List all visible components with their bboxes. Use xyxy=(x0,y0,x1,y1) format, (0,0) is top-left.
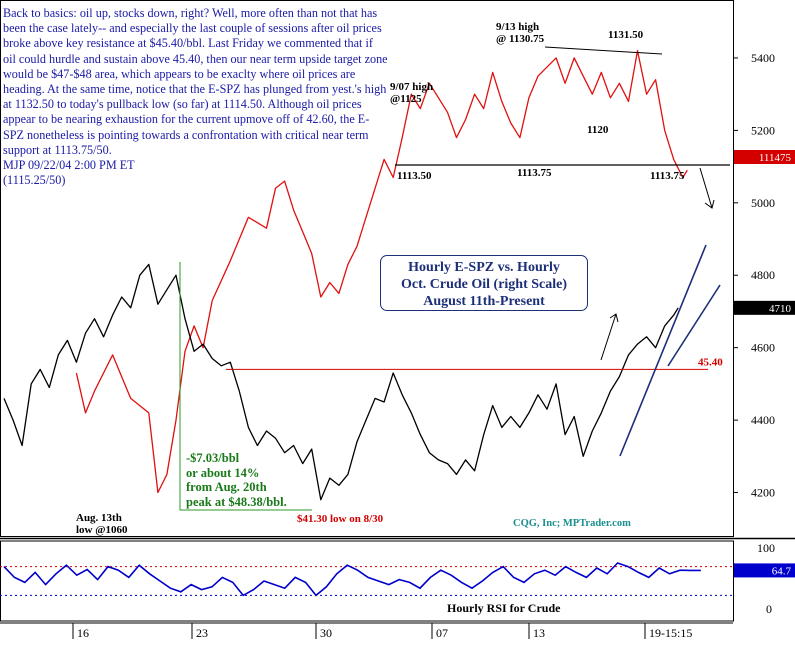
plot-frame xyxy=(0,0,734,537)
x-tick-label: 23 xyxy=(196,626,208,640)
espz-last-badge: 111475 xyxy=(759,152,792,164)
crude-last-badge-bg xyxy=(734,300,795,315)
resistance-label: 45.40 xyxy=(698,356,723,368)
rsi-last-badge: 64.7 xyxy=(772,565,792,577)
annotation-support: 1113.50 xyxy=(397,170,432,182)
up-arrow-icon xyxy=(600,313,619,361)
rsi-label: Hourly RSI for Crude xyxy=(447,601,561,615)
rsi-line xyxy=(3,562,701,597)
x-tick-label: 19-15:15 xyxy=(649,626,692,640)
espz-last-badge-bg xyxy=(734,150,795,164)
drop-annotation-line: or about 14% xyxy=(186,465,260,480)
rsi-tick-label: 0 xyxy=(766,602,772,616)
crude-last-badge: 4710 xyxy=(769,303,792,315)
commentary: Back to basics: oil up, stocks down, rig… xyxy=(3,6,388,188)
annotation-1120: 1120 xyxy=(587,124,609,136)
annotation-aug13-low: Aug. 13th low @1060 xyxy=(76,512,128,536)
annotation-support: 1113.75 xyxy=(517,167,552,179)
annotation-913-high: 9/13 high @ 1130.75 xyxy=(496,21,545,45)
drop-annotation-line: -$7.03/bbl xyxy=(186,451,240,465)
y-tick-label: 5400 xyxy=(751,51,775,65)
commentary-signature: MJP 09/22/04 2:00 PM ET xyxy=(3,158,135,173)
commentary-text: Back to basics: oil up, stocks down, rig… xyxy=(3,6,388,157)
drop-annotation: -$7.03/bbl or about 14% from Aug. 20th p… xyxy=(186,451,287,509)
y-tick-label: 5200 xyxy=(751,123,775,137)
y-tick-label: 4800 xyxy=(751,268,775,282)
chart-title-line: Oct. Crude Oil (right Scale) xyxy=(400,277,568,292)
x-tick-label: 13 xyxy=(533,626,545,640)
y-tick-label: 4400 xyxy=(751,413,775,427)
rsi-frame xyxy=(0,540,734,622)
channel-upper xyxy=(619,244,707,457)
x-tick-label: 30 xyxy=(320,626,332,640)
high-trendline xyxy=(544,46,663,55)
down-arrow-icon xyxy=(699,167,715,209)
y-tick-label: 5000 xyxy=(751,196,775,210)
x-tick-label: 07 xyxy=(436,626,448,640)
drop-annotation-line: from Aug. 20th xyxy=(186,480,267,495)
crude-line xyxy=(3,263,679,501)
channel-lower xyxy=(667,284,721,367)
annotation-907-high: 9/07 high @1125 xyxy=(390,81,433,105)
annotation-support: 1113.75 xyxy=(650,170,685,182)
rsi-tick-label: 100 xyxy=(757,541,775,555)
chart-title: Hourly E-SPZ vs. Hourly Oct. Crude Oil (… xyxy=(380,255,588,311)
rsi-last-badge-bg xyxy=(734,563,795,578)
x-tick-label: 16 xyxy=(77,626,89,640)
espz-line xyxy=(75,50,688,494)
y-tick-label: 4200 xyxy=(751,486,775,500)
y-tick-label: 4600 xyxy=(751,341,775,355)
drop-bracket xyxy=(179,262,312,511)
drop-annotation-line: peak at $48.38/bbl. xyxy=(186,494,287,509)
annotation-1131: 1131.50 xyxy=(608,29,644,41)
chart-title-line: August 11th-Present xyxy=(423,294,545,309)
credit-label: CQG, Inc; MPTrader.com xyxy=(513,518,631,529)
commentary-quote: (1115.25/50) xyxy=(3,173,66,188)
chart-title-line: Hourly E-SPZ vs. Hourly xyxy=(408,260,560,275)
annotation-830-low: $41.30 low on 8/30 xyxy=(297,513,384,525)
